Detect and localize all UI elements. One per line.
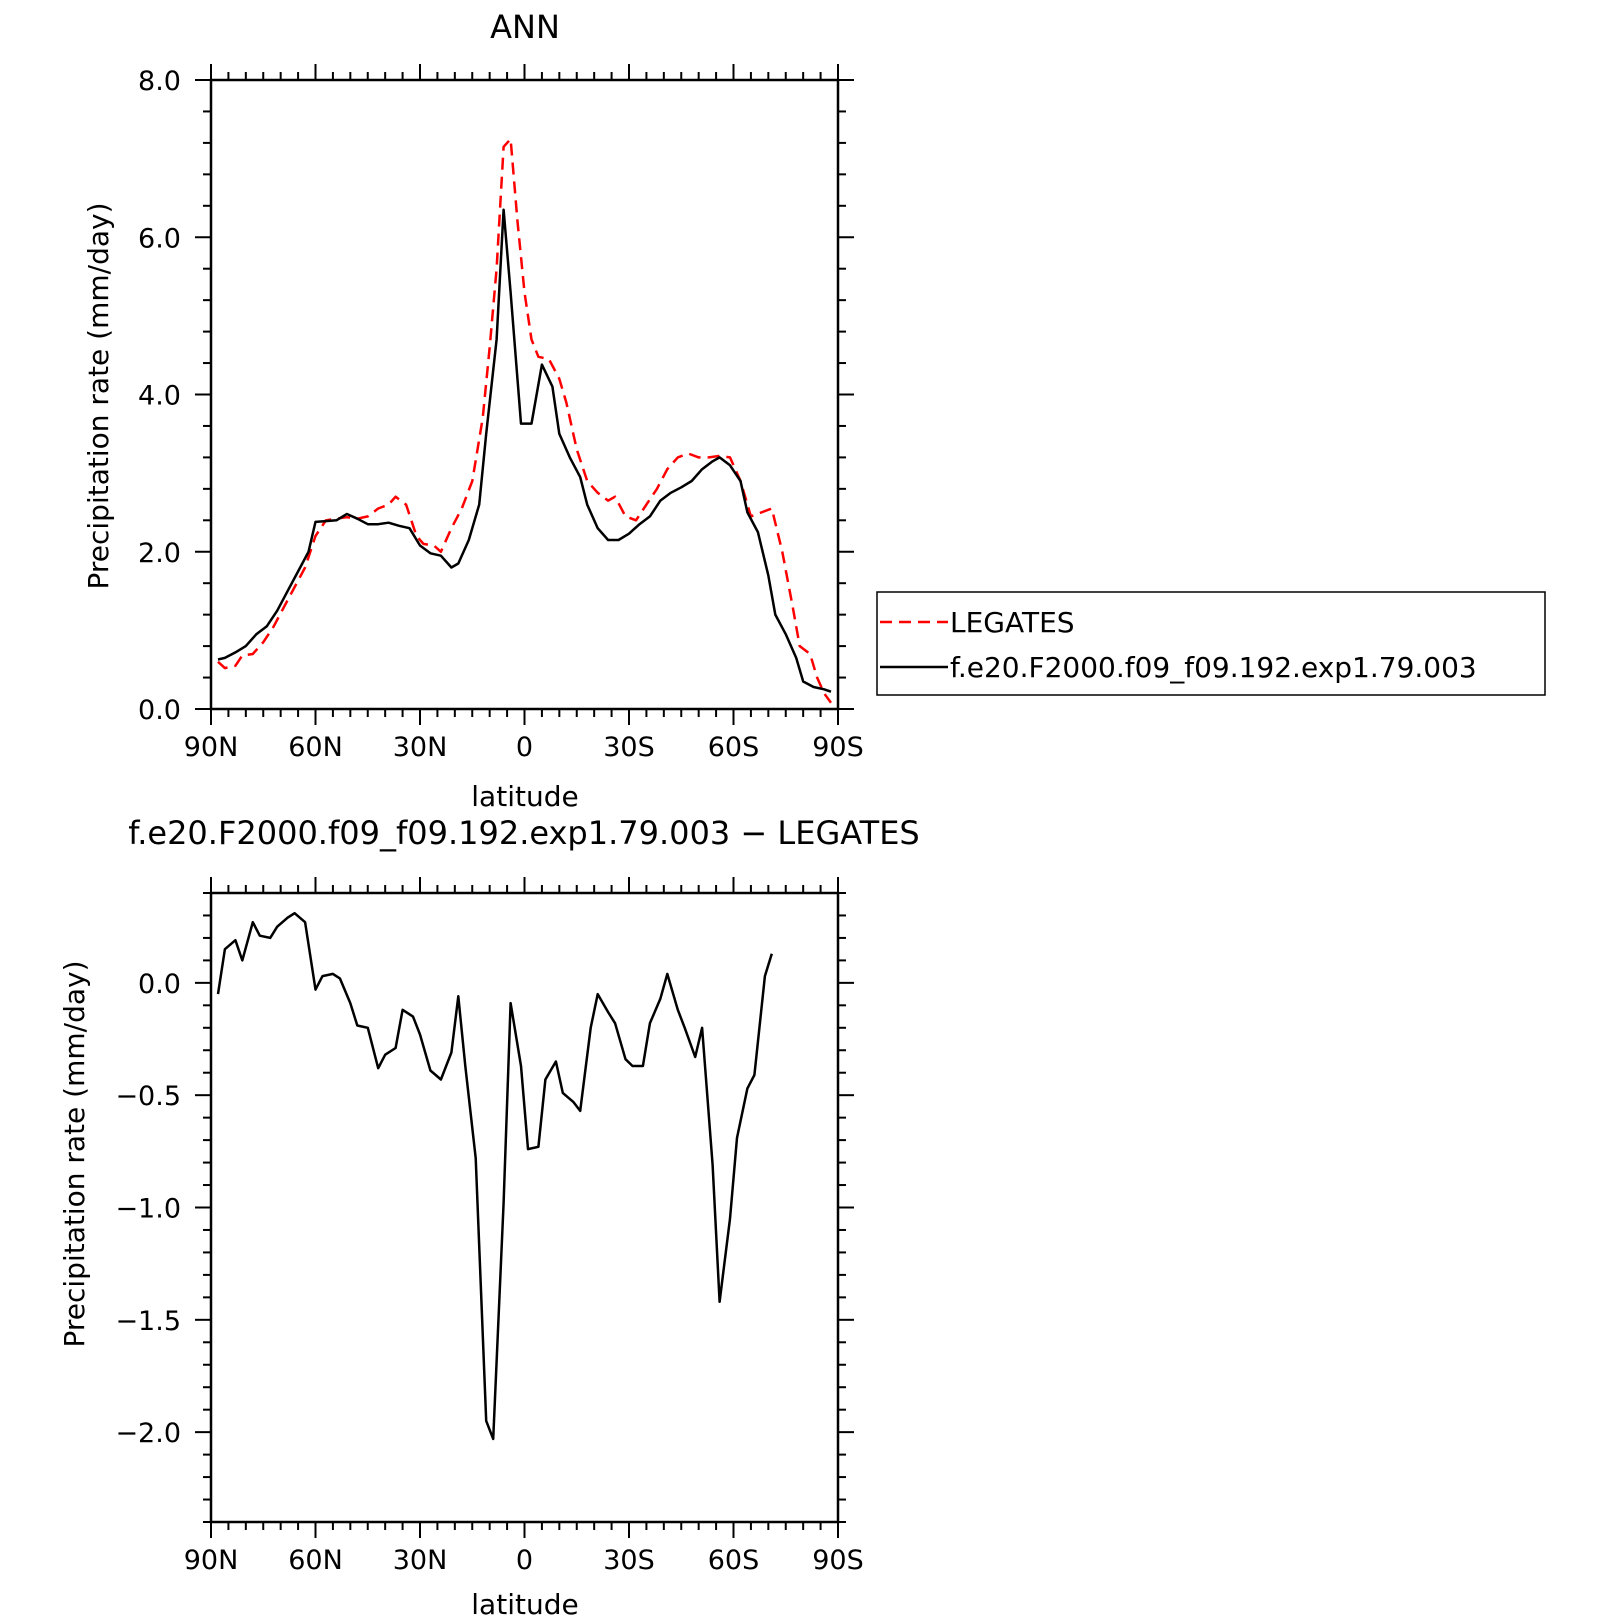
x-tick-label: 90N [184,1545,239,1576]
series-line-1 [217,137,833,704]
legend-label-legates: LEGATES [950,606,1075,639]
y-tick-label: 8.0 [138,66,181,97]
x-tick-label: 30N [393,732,448,763]
legend-label-model: f.e20.F2000.f09_f09.192.exp1.79.003 [950,651,1477,684]
x-tick-label: 60S [708,1545,760,1576]
x-tick-label: 60N [288,732,343,763]
panel-title: ANN [490,8,560,46]
y-tick-label: 2.0 [138,538,181,569]
y-tick-label: 0.0 [138,969,181,1000]
panel-title: f.e20.F2000.f09_f09.192.exp1.79.003 − LE… [128,814,919,852]
x-axis-label: latitude [471,1588,578,1621]
axis-ticks [195,64,854,725]
x-tick-label: 30S [603,1545,655,1576]
y-tick-label: −0.5 [115,1081,181,1112]
x-tick-label: 30S [603,732,655,763]
y-tick-label: −2.0 [115,1418,181,1449]
axis-ticks [195,877,854,1538]
y-axis-label: Precipitation rate (mm/day) [82,202,115,589]
x-tick-label: 60S [708,732,760,763]
x-tick-label: 90S [812,732,864,763]
series-lines [216,911,773,1441]
series-line-1 [216,911,773,1441]
legend-box [876,591,1546,696]
x-tick-label: 90N [184,732,239,763]
plot-frame [209,78,840,711]
y-tick-label: −1.5 [115,1306,181,1337]
y-tick-label: 6.0 [138,223,181,254]
plot-frame [209,891,840,1524]
x-tick-label: 0 [516,1545,533,1576]
legend: LEGATES f.e20.F2000.f09_f09.192.exp1.79.… [876,591,1546,696]
x-tick-label: 0 [516,732,533,763]
x-tick-label: 30N [393,1545,448,1576]
y-tick-label: −1.0 [115,1194,181,1225]
x-tick-label: 60N [288,1545,343,1576]
y-tick-label: 0.0 [138,695,181,726]
tick-labels: 90N 60N 30N 0 30S 60S 90S 0.0 2.0 4.0 6.0 8.0 [138,66,864,763]
difference-panel: f.e20.F2000.f09_f09.192.exp1.79.003 − LE… [58,814,920,1621]
tick-labels: 90N 60N 30N 0 30S 60S 90S 0.0 −0.5 −1.0 −1.5 −2.0 [115,969,863,1576]
series-line-2 [217,208,832,693]
precipitation-panel: ANN latitude Precipitation rate (mm/day)… [82,8,864,813]
y-axis-label: Precipitation rate (mm/day) [58,960,91,1347]
y-tick-label: 4.0 [138,381,181,412]
x-axis-label: latitude [471,780,578,813]
x-tick-label: 90S [812,1545,864,1576]
series-lines [217,137,833,704]
